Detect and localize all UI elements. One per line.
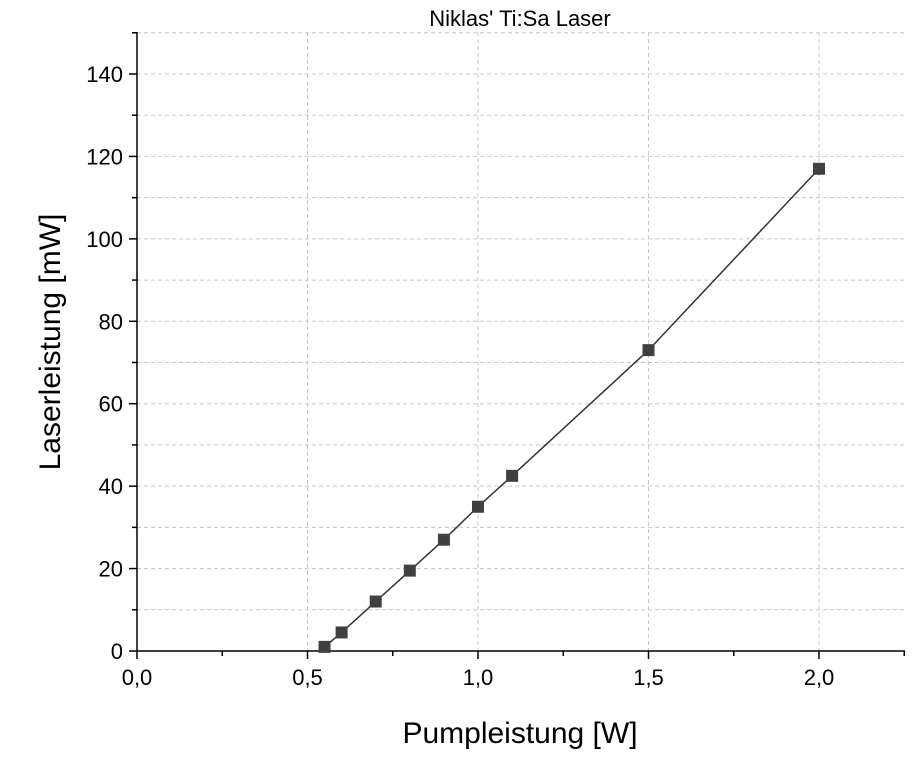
data-point <box>506 469 519 482</box>
axis-layer <box>129 32 905 659</box>
y-tick-label: 100 <box>86 227 123 252</box>
x-tick-label: 1,0 <box>463 665 494 690</box>
y-tick-label: 60 <box>99 392 123 417</box>
grid-layer <box>137 32 905 651</box>
data-point <box>642 344 655 357</box>
data-point <box>335 626 348 639</box>
y-tick-label: 120 <box>86 144 123 169</box>
x-tick-label: 1,5 <box>633 665 664 690</box>
y-tick-label: 140 <box>86 62 123 87</box>
data-point <box>813 162 825 175</box>
x-tick-label: 0,5 <box>292 665 323 690</box>
label-layer: 0,0 0,5 1,0 1,5 2,0 0 20 40 60 80 100 120 140 <box>86 62 834 690</box>
x-tick-label: 0,0 <box>122 665 153 690</box>
x-axis-title: Pumpleistung [W] <box>402 717 637 750</box>
y-axis-title: Laserleistung [mW] <box>34 214 67 471</box>
y-tick-label: 20 <box>99 557 123 582</box>
y-tick-label: 80 <box>99 309 123 334</box>
y-tick-label: 0 <box>111 639 123 664</box>
data-point <box>472 500 484 513</box>
chart-title: Niklas' Ti:Sa Laser <box>429 6 611 31</box>
data-point <box>318 640 331 653</box>
y-tick-label: 40 <box>99 474 123 499</box>
x-tick-label: 2,0 <box>804 665 835 690</box>
data-point <box>369 595 382 608</box>
series-layer <box>318 162 825 653</box>
data-point <box>403 564 416 577</box>
data-point <box>437 533 450 546</box>
